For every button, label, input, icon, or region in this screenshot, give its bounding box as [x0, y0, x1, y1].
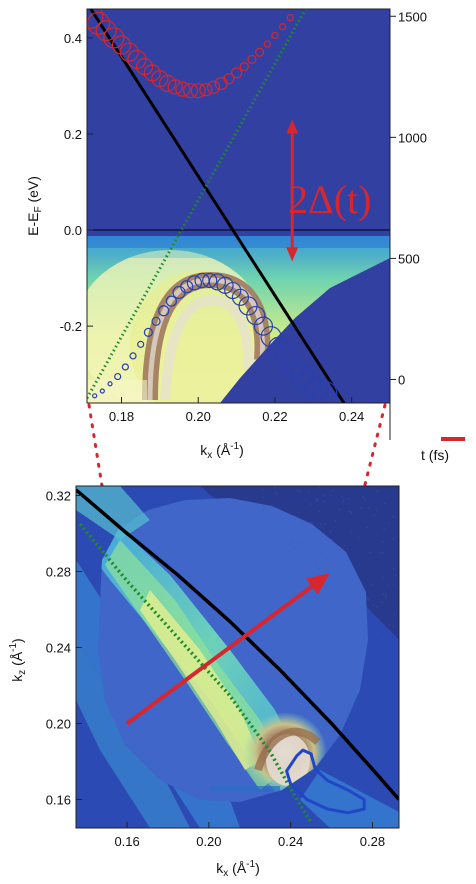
blue-circle-point	[238, 296, 258, 316]
top-y-tick-label: 0.4	[64, 31, 82, 46]
top-x-axis-title: kx (Å-1)	[200, 441, 243, 461]
blue-circle-point	[253, 316, 274, 336]
blue-circle-point	[151, 316, 161, 326]
blue-circle-point	[186, 275, 202, 291]
top-axes: 0.18 0.20 0.22 0.24 0.4 0.2 0.0 -0.2 1500 1000 500…	[60, 9, 427, 424]
gap-arrow	[286, 119, 299, 262]
connector-right	[341, 403, 387, 574]
red-circle-point	[223, 73, 235, 85]
blue-circle-point	[99, 388, 105, 394]
y2-axis-title: t (fs)	[421, 447, 449, 463]
red-circle-point	[254, 47, 265, 57]
bottom-red-arrow-shaft	[125, 584, 314, 726]
top-panel: 0.18 0.20 0.22 0.24 0.4 0.2 0.0 -0.2 1500 1000 500…	[25, 8, 465, 463]
red-circle-point	[199, 83, 213, 97]
red-circle-point	[190, 83, 206, 99]
red-circle-point	[206, 80, 221, 94]
blue-circle-point	[297, 371, 322, 395]
blue-circle-point	[283, 356, 305, 378]
blue-circle-point	[260, 326, 282, 348]
top-series-layer	[87, 9, 390, 403]
red-circle-point	[286, 14, 294, 22]
blue-circle-point	[246, 305, 266, 326]
bottom-heatmap	[76, 486, 399, 828]
blue-contour	[285, 748, 366, 815]
red-circle-point	[111, 35, 132, 55]
top-dispersion-line	[89, 9, 346, 403]
bottom-plot-frame	[75, 485, 400, 829]
top-y2-tick-label: 1500	[398, 9, 427, 24]
bottom-y-tick-label: 0.32	[46, 489, 71, 504]
blue-circle-point	[158, 305, 170, 317]
bottom-y-tick-label: 0.16	[46, 793, 71, 808]
blue-circle-point	[137, 340, 145, 348]
bottom-y-tick-label: 0.28	[46, 565, 71, 580]
blue-circle-point	[312, 380, 338, 403]
blue-circle-point	[208, 273, 227, 291]
gap-annotation: 2Δ(t)	[288, 177, 371, 222]
red-circle-point	[230, 67, 243, 79]
red-circle-point	[271, 31, 279, 40]
top-x-tick-label: 0.22	[262, 409, 287, 424]
top-x-tick-label: 0.24	[339, 409, 364, 424]
blue-circle-point	[121, 363, 129, 371]
top-y2-tick-label: 1000	[398, 130, 427, 145]
top-y-tick-label: 0.0	[64, 223, 82, 238]
bottom-x-tick-label: 0.24	[278, 834, 303, 849]
red-circle-point	[175, 81, 191, 97]
blue-circle-point	[202, 272, 218, 289]
blue-circle-point	[129, 352, 137, 360]
top-y-axis-title: E-EF (eV)	[25, 176, 44, 236]
red-circle-point	[87, 11, 111, 36]
red-circle-point	[279, 23, 287, 31]
blue-circle-point	[92, 393, 98, 399]
red-circle-point	[167, 79, 183, 95]
red-circle-point	[263, 40, 271, 48]
noise-dots	[252, 486, 397, 643]
top-heatmap	[87, 9, 390, 403]
blue-circle-point	[143, 327, 153, 337]
t-axis-marker	[441, 437, 465, 441]
bottom-y-axis-title: kz (Å-1)	[8, 638, 28, 681]
top-x-tick-label: 0.20	[186, 409, 211, 424]
gap-arrow-head-up	[286, 119, 299, 134]
bottom-green-dotted-line	[78, 522, 313, 824]
blue-circle-point	[165, 295, 177, 307]
blue-circle-point	[107, 381, 113, 387]
top-y2-tick-label: 500	[398, 251, 420, 266]
red-circle-point	[103, 27, 125, 49]
top-y-tick-label: -0.2	[60, 319, 82, 334]
blue-circle-point	[290, 363, 314, 387]
bottom-series-layer	[76, 488, 399, 824]
top-y-tick-label: 0.2	[64, 127, 82, 142]
red-circle-point	[158, 74, 177, 93]
bottom-axes: 0.16 0.20 0.24 0.28 0.32 0.28 0.24 0.20 0.16	[46, 489, 385, 850]
top-x-tick-label: 0.18	[109, 409, 134, 424]
red-circle-point	[95, 20, 117, 42]
bottom-dispersion-line	[76, 488, 399, 801]
red-circle-point	[239, 62, 249, 72]
bottom-red-arrow-head	[305, 573, 330, 595]
bottom-x-tick-label: 0.20	[196, 834, 221, 849]
blue-circle-point	[114, 372, 122, 381]
bottom-y-tick-label: 0.20	[46, 717, 71, 732]
blue-circle-point	[180, 280, 194, 294]
red-circle-point	[182, 83, 199, 99]
red-circle-point	[247, 54, 257, 65]
bottom-x-tick-label: 0.16	[114, 834, 139, 849]
bottom-x-axis-title: kx (Å-1)	[216, 859, 259, 879]
red-circle-point	[87, 9, 104, 29]
bottom-x-tick-label: 0.28	[360, 834, 385, 849]
bottom-panel: 0.16 0.20 0.24 0.28 0.32 0.28 0.24 0.20 0.16 kx …	[8, 485, 400, 879]
bottom-y-tick-label: 0.24	[46, 641, 71, 656]
top-y2-tick-label: 0	[398, 372, 405, 387]
blue-circle-point	[305, 376, 329, 401]
red-circle-point	[119, 42, 139, 62]
gap-arrow-head-down	[286, 247, 299, 262]
